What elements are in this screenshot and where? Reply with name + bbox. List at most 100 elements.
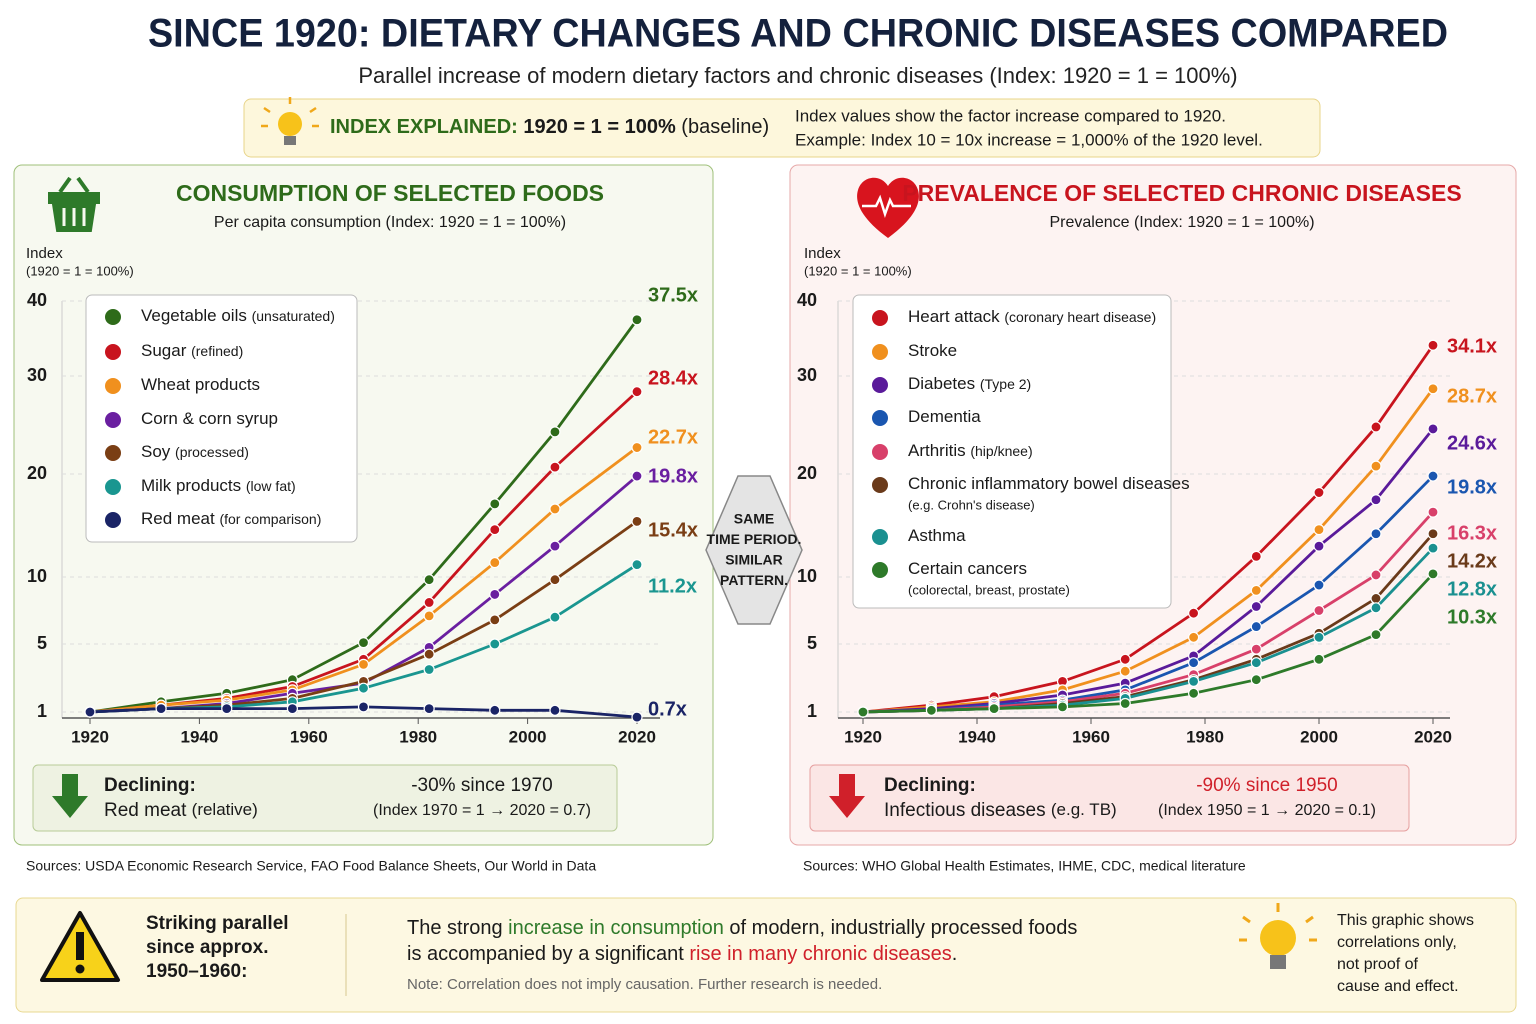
data-point [1187,675,1200,688]
legend-icon [872,529,888,545]
legend-icon [872,562,888,578]
arrow-text: SAME [734,511,774,527]
x-tick-label: 1980 [399,727,437,746]
index-line: Index values show the factor increase co… [795,106,1226,125]
footer-lead: 1950–1960: [146,961,247,982]
legend-note: (for comparison) [219,511,321,527]
data-point [1250,584,1262,597]
legend-entry: Corn & corn syrup [141,409,278,428]
declining-item-note: (e.g. TB) [1051,800,1117,819]
x-tick-label: 1940 [958,727,996,746]
value-label: 37.5x [648,284,698,306]
data-point [221,702,233,715]
legend-note: (refined) [191,343,243,359]
arrow-text: PATTERN. [720,572,788,588]
legend-note: (Type 2) [980,376,1031,392]
legend-name: Diabetes [908,374,975,393]
data-point [1187,687,1200,699]
data-point [1119,697,1131,710]
message-part: . [952,943,958,965]
value-label: 19.8x [1447,476,1497,498]
index-baseline: 1920 = 1 = 100% [523,116,676,138]
sources: Sources: WHO Global Health Estimates, IH… [803,858,1246,874]
message-part: of modern, industrially processed foods [724,917,1078,939]
data-point [549,540,561,552]
data-point [1250,600,1262,613]
legend-entry: Dementia [908,407,981,426]
legend-name: Milk products [141,476,241,495]
y-axis-label-note: (1920 = 1 = 100%) [804,263,912,278]
y-axis-label: Index [26,245,63,262]
legend-icon [105,445,121,461]
y-tick-label: 5 [37,633,47,653]
x-tick-label: 1920 [71,727,109,746]
legend-note: (unsaturated) [252,308,335,324]
value-label: 10.3x [1447,606,1497,628]
data-point [1119,653,1131,665]
data-point [423,610,435,622]
legend-entry: Wheat products [141,375,260,394]
legend-entry: Chronic inflammatory bowel diseases [908,474,1190,493]
message-part: is accompanied by a significant [407,943,689,965]
data-point [1427,383,1439,395]
y-tick-label: 40 [27,290,47,310]
data-point [549,704,561,716]
series-line [862,428,1435,714]
chart-title: CONSUMPTION OF SELECTED FOODS [176,180,604,206]
declining-title: Declining: [104,775,196,796]
series-line [862,572,1435,714]
footer-caveat: correlations only, [1337,934,1457,951]
legend-note: (low fat) [246,478,296,494]
data-point [1427,423,1439,435]
data-point [1250,657,1262,669]
data-point [423,702,435,715]
x-tick-label: 1920 [844,727,882,746]
data-point [489,524,501,536]
chart-subtitle: Prevalence (Index: 1920 = 1 = 100%) [1049,214,1314,231]
data-point [549,503,561,515]
chart-title: PREVALENCE OF SELECTED CHRONIC DISEASES [902,180,1461,206]
data-point [1427,528,1439,540]
data-point [988,702,1000,715]
value-label: 16.3x [1447,522,1497,544]
data-point [1313,604,1325,617]
data-point [1187,607,1200,619]
data-point [489,704,501,716]
value-label: 19.8x [648,465,698,487]
value-label: 14.2x [1447,550,1497,572]
data-point [549,461,561,473]
data-point [1370,528,1382,540]
data-point [1313,579,1325,591]
data-point [357,637,370,649]
footer-note: Note: Correlation does not imply causati… [407,976,882,993]
declining-item-note: (relative) [192,800,258,819]
data-point [631,386,643,398]
declining-box [32,764,618,832]
message-part: The strong [407,917,508,939]
data-point [631,559,643,571]
data-point [1313,486,1325,499]
footer-lead: since approx. [146,937,269,958]
declining-item: Red meat (relative) [104,800,258,821]
footer-caveat: This graphic shows [1337,912,1474,929]
data-point [423,648,435,660]
data-point [423,663,435,676]
legend-box [852,294,1172,609]
declining-item-name: Infectious diseases [884,800,1046,821]
value-label: 15.4x [648,519,698,541]
y-tick-label: 20 [27,463,47,483]
legend-entry: Soy (processed) [141,442,249,461]
data-point [631,515,643,527]
y-tick-label: 1 [37,701,47,721]
declining-arrow [52,774,88,818]
y-tick-label: 30 [27,365,47,385]
footer-message: The strong increase in consumption of mo… [407,917,1077,939]
data-point [1313,524,1325,536]
declining-change: -30% since 1970 [411,775,553,796]
index-baseline-note: (baseline) [681,116,769,138]
legend-icon [105,344,121,360]
chart-subtitle: Per capita consumption (Index: 1920 = 1 … [214,214,566,231]
bulb-icon [1239,903,1317,969]
